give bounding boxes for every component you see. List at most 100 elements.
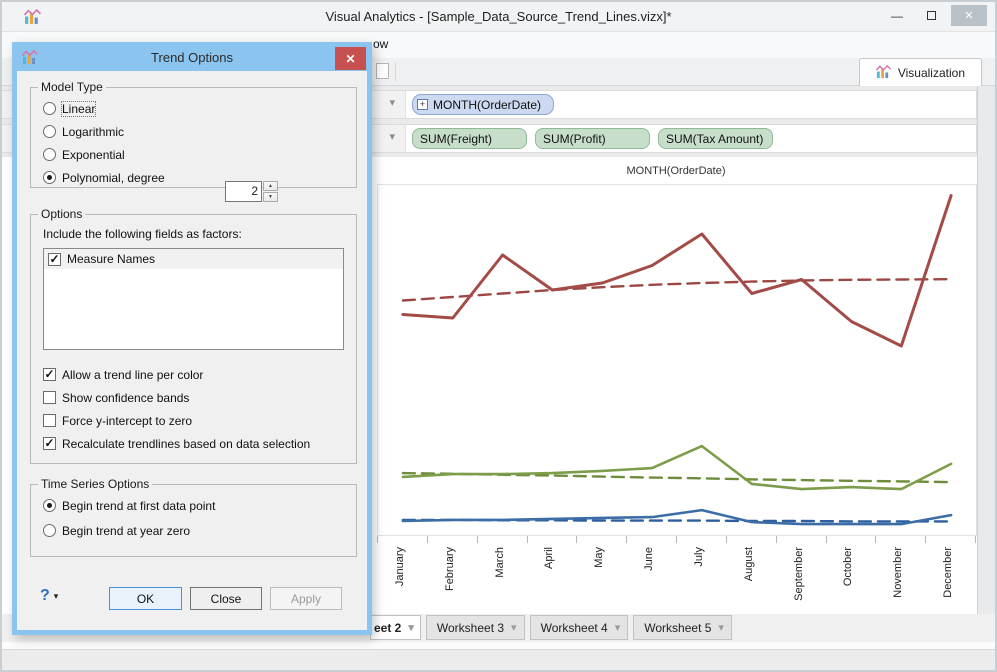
- pill-sum-tax-amount[interactable]: SUM(Tax Amount): [658, 128, 773, 149]
- checkbox-measure-names[interactable]: ✓ Measure Names: [44, 249, 343, 269]
- axis-tick: [426, 536, 428, 543]
- x-axis-label: February: [443, 547, 456, 592]
- radio-icon: [43, 148, 56, 161]
- model-type-legend: Model Type: [41, 80, 103, 94]
- blue-series-trendline: [401, 518, 953, 523]
- visualization-tab-icon: [875, 64, 891, 82]
- red-series-line: [401, 194, 953, 348]
- expand-icon[interactable]: +: [417, 99, 428, 110]
- right-gutter: [977, 86, 995, 614]
- radio-begin-trend-at-year-zero[interactable]: Begin trend at year zero: [43, 522, 356, 539]
- pill-label: MONTH(OrderDate): [433, 97, 542, 112]
- gap-strip: [2, 642, 995, 649]
- worksheet-tab-worksheet-5[interactable]: Worksheet 5 ▾: [633, 615, 732, 640]
- x-axis-label: April: [543, 547, 556, 570]
- pill-sum-profit[interactable]: SUM(Profit): [535, 128, 650, 149]
- pill-month-orderdate[interactable]: + MONTH(OrderDate): [412, 94, 555, 115]
- option-label: Begin trend at year zero: [62, 523, 191, 538]
- checkbox-allow-a-trend-line-per-color[interactable]: ✓ Allow a trend line per color: [43, 366, 356, 383]
- degree-spinner: 2 ▲ ▼: [225, 181, 278, 203]
- checkbox-force-y-intercept-to-zero[interactable]: Force y-intercept to zero: [43, 412, 356, 429]
- worksheet-tab-worksheet-3[interactable]: Worksheet 3 ▾: [425, 615, 525, 640]
- plot-area[interactable]: [377, 184, 977, 536]
- visualization-tab-label: Visualization: [897, 65, 965, 80]
- model-type-group: Model Type Linear Logarithmic Exponential P…: [30, 80, 357, 202]
- pill-label: SUM(Tax Amount): [666, 131, 764, 146]
- chevron-down-icon[interactable]: ▾: [389, 131, 395, 143]
- worksheet-tab-worksheet-4[interactable]: Worksheet 4 ▾: [529, 615, 629, 640]
- x-axis-label: December: [942, 547, 955, 598]
- axis-tick: [676, 536, 677, 543]
- tab-label: Worksheet 4: [540, 620, 608, 635]
- chevron-down-icon[interactable]: ▾: [614, 622, 621, 634]
- radio-linear[interactable]: Linear: [43, 100, 356, 117]
- red-series-trendline: [401, 277, 953, 302]
- worksheet-tabs: eet 2 ▾ Worksheet 3 ▾ Worksheet 4 ▾ Worksheet …: [370, 615, 737, 640]
- measure-shelf-pills: SUM(Freight) SUM(Profit) SUM(Tax Amount): [412, 128, 773, 149]
- options-legend: Options: [41, 207, 83, 221]
- chevron-down-icon[interactable]: ▾: [389, 97, 395, 109]
- radio-polynomial-degree[interactable]: Polynomial, degree: [43, 169, 356, 186]
- radio-logarithmic[interactable]: Logarithmic: [43, 123, 356, 140]
- checkbox-icon: ✓: [43, 367, 56, 381]
- chevron-down-icon[interactable]: ▾: [718, 622, 724, 634]
- toolbar: Visualization: [2, 58, 995, 86]
- spinner-down-button[interactable]: ▼: [263, 192, 278, 202]
- option-label: Allow a trend line per color: [62, 367, 204, 382]
- option-label: Polynomial, degree: [62, 170, 165, 185]
- tab-label: Worksheet 3: [436, 620, 505, 635]
- axis-tick: [875, 536, 877, 543]
- chevron-down-icon[interactable]: ▾: [511, 622, 517, 634]
- axis-tick: [476, 536, 478, 543]
- x-axis-label: November: [892, 547, 905, 598]
- status-bar: [2, 649, 995, 669]
- x-axis-label: June: [643, 547, 656, 571]
- chevron-down-icon: ▾: [53, 591, 59, 601]
- axis-tick: [725, 536, 727, 543]
- help-button[interactable]: ? ▾: [40, 587, 58, 605]
- toolbar-icon-partial[interactable]: [376, 63, 389, 79]
- option-label: Measure Names: [67, 252, 156, 266]
- checkbox-recalculate-trendlines-based-on-data-selection[interactable]: ✓ Recalculate trendlines based on data se…: [43, 435, 356, 452]
- window-close-button[interactable]: ✕: [951, 5, 987, 26]
- option-label: Logarithmic: [62, 124, 125, 139]
- radio-begin-trend-at-first-data-point[interactable]: Begin trend at first data point: [43, 497, 356, 514]
- dialog-close-button[interactable]: ✕: [335, 47, 366, 70]
- worksheet-tab-eet-2[interactable]: eet 2 ▾: [370, 615, 421, 640]
- window-titlebar: Visual Analytics - [Sample_Data_Source_T…: [2, 2, 995, 32]
- checkbox-show-confidence-bands[interactable]: Show confidence bands: [43, 389, 356, 406]
- maximize-button[interactable]: [917, 5, 945, 26]
- spinner-up-button[interactable]: ▲: [263, 181, 278, 191]
- time-series-group: Time Series Options Begin trend at first…: [30, 477, 357, 557]
- close-button[interactable]: Close: [190, 587, 262, 610]
- time-series-radios: Begin trend at first data point Begin tre…: [31, 497, 356, 539]
- radio-exponential[interactable]: Exponential: [43, 146, 356, 163]
- menu-item-partial-window[interactable]: ow: [373, 37, 389, 51]
- dimension-shelf-pills: + MONTH(OrderDate): [412, 94, 555, 115]
- dialog-title: Trend Options: [151, 50, 233, 65]
- factors-listbox[interactable]: ✓ Measure Names: [43, 248, 344, 350]
- x-axis-label: January: [393, 547, 406, 587]
- green-series-trendline: [401, 471, 953, 484]
- pill-sum-freight[interactable]: SUM(Freight): [412, 128, 527, 149]
- x-axis-label: September: [792, 547, 805, 601]
- axis-tick: [825, 536, 827, 543]
- option-label: Exponential: [62, 147, 125, 162]
- radio-icon: [43, 171, 56, 184]
- tab-label: Worksheet 5: [644, 620, 712, 635]
- chevron-down-icon[interactable]: ▾: [408, 622, 414, 634]
- dialog-titlebar[interactable]: Trend Options ✕: [17, 47, 367, 71]
- tab-visualization[interactable]: Visualization: [858, 58, 982, 86]
- checkbox-icon: [43, 414, 56, 427]
- axis-tick: [526, 536, 528, 543]
- minimize-button[interactable]: —: [891, 8, 903, 23]
- degree-input[interactable]: 2: [225, 181, 262, 202]
- x-axis-label: October: [842, 547, 855, 587]
- green-series-line: [401, 444, 953, 491]
- ok-button[interactable]: OK: [109, 587, 182, 610]
- pill-label: SUM(Profit): [543, 131, 606, 146]
- apply-button: Apply: [270, 587, 342, 610]
- model-type-radios: Linear Logarithmic Exponential Polynomial, …: [31, 100, 356, 186]
- x-axis-label: August: [742, 547, 755, 582]
